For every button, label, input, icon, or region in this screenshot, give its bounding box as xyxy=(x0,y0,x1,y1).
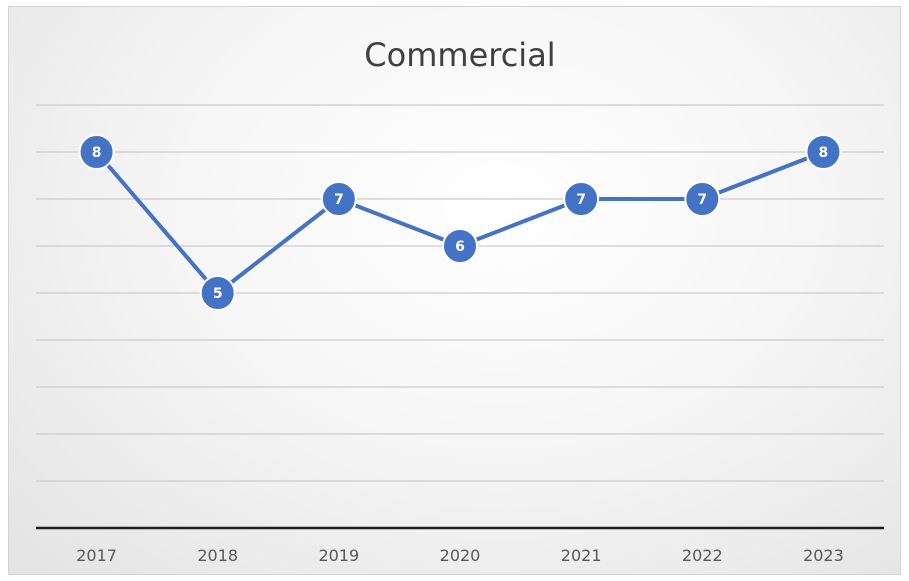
data-point xyxy=(563,181,600,217)
data-label: 8 xyxy=(92,145,102,161)
chart-frame xyxy=(8,6,901,575)
data-point xyxy=(199,275,236,311)
x-tick-label: 2021 xyxy=(561,546,602,565)
data-point xyxy=(320,181,357,217)
x-tick-label: 2022 xyxy=(682,546,723,565)
data-label: 8 xyxy=(819,145,829,161)
data-point xyxy=(684,181,721,217)
chart-title: Commercial xyxy=(364,36,555,74)
data-label: 7 xyxy=(334,192,344,208)
data-point xyxy=(442,228,478,264)
data-label: 7 xyxy=(576,192,586,208)
x-tick-label: 2023 xyxy=(803,546,844,565)
data-label: 6 xyxy=(455,239,465,255)
markers-layer: 8 5 7 6 7 7 8 xyxy=(78,134,842,311)
series-layer xyxy=(94,150,826,295)
x-tick-label: 2020 xyxy=(440,546,481,565)
gridlines xyxy=(36,104,884,482)
series-line xyxy=(94,150,826,295)
data-label: 7 xyxy=(697,192,707,208)
data-point xyxy=(805,134,842,170)
data-label: 5 xyxy=(213,286,223,302)
data-point xyxy=(78,134,115,170)
x-tick-label: 2017 xyxy=(76,546,117,565)
x-tick-label: 2018 xyxy=(197,546,238,565)
x-tick-label: 2019 xyxy=(318,546,359,565)
x-axis-tick-labels: 2017 2018 2019 2020 2021 2022 2023 xyxy=(76,546,844,565)
